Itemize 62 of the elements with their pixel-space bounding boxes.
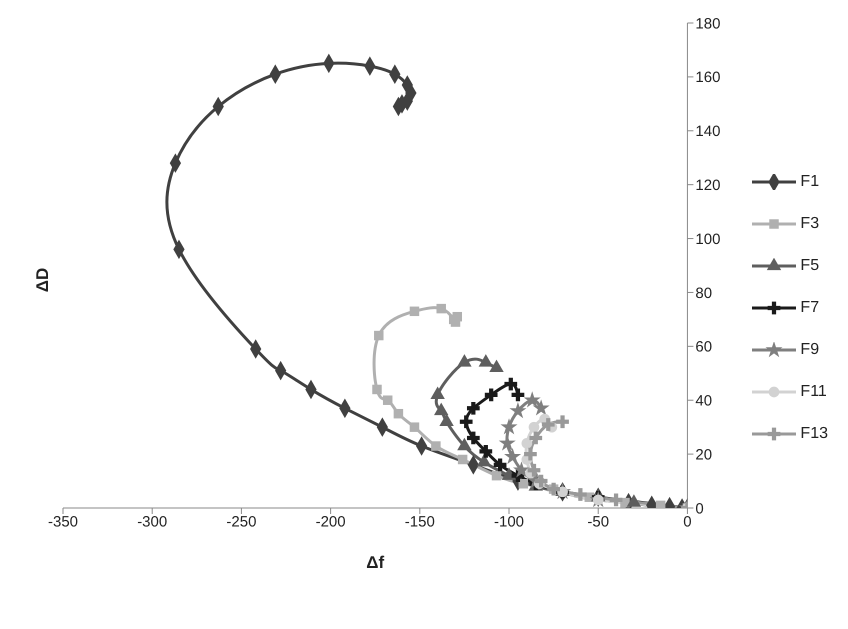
- point: [382, 395, 392, 405]
- point: [528, 422, 540, 433]
- point: [492, 470, 502, 480]
- point: [528, 464, 540, 477]
- point: [466, 432, 480, 444]
- y-tick-label: 80: [695, 284, 712, 302]
- point: [500, 418, 518, 434]
- point: [466, 402, 480, 415]
- point: [479, 445, 492, 458]
- point: [509, 402, 526, 418]
- point: [524, 391, 541, 408]
- x-axis-title: Δf: [366, 553, 384, 572]
- x-tick-label: -150: [404, 514, 435, 531]
- point: [484, 388, 498, 402]
- legend-label: F1: [800, 173, 820, 191]
- y-tick-label: 60: [695, 338, 712, 356]
- point: [504, 378, 518, 390]
- point: [452, 312, 462, 322]
- x-tick-label: -250: [226, 514, 256, 531]
- x-tick-label: 0: [683, 514, 692, 531]
- point: [458, 454, 468, 464]
- point: [518, 479, 528, 488]
- y-tick-label: 0: [695, 500, 704, 518]
- y-tick-label: 160: [695, 69, 720, 86]
- point: [574, 488, 587, 501]
- point: [512, 388, 524, 402]
- y-axis-title: ΔD: [33, 268, 52, 292]
- point: [436, 304, 446, 314]
- point: [542, 418, 555, 431]
- y-tick-label: 100: [695, 230, 720, 248]
- point: [504, 448, 522, 464]
- y-tick-label: 180: [695, 15, 720, 32]
- point: [410, 422, 420, 432]
- legend-label: F5: [800, 257, 820, 275]
- point: [532, 399, 550, 416]
- x-tick-label: -100: [494, 514, 524, 531]
- point: [410, 306, 420, 316]
- point: [529, 432, 542, 444]
- point: [494, 458, 506, 472]
- x-tick-label: -350: [48, 514, 78, 531]
- point: [610, 494, 622, 506]
- legend-label: F13: [800, 425, 828, 443]
- point: [372, 384, 382, 394]
- point: [522, 438, 532, 449]
- legend-label: F3: [800, 215, 820, 233]
- point: [374, 330, 384, 340]
- legend-label: F7: [800, 299, 820, 317]
- point: [556, 415, 569, 428]
- y-tick-label: 140: [695, 123, 720, 140]
- point: [431, 441, 441, 451]
- y-tick-label: 120: [695, 176, 720, 194]
- point: [460, 415, 473, 428]
- x-tick-label: -300: [137, 514, 168, 531]
- point: [394, 408, 404, 418]
- point: [524, 448, 537, 460]
- legend-label: F9: [800, 341, 820, 359]
- y-tick-label: 40: [695, 392, 712, 410]
- legend-label: F11: [800, 383, 827, 401]
- point: [512, 461, 530, 478]
- y-tick-label: 20: [695, 446, 712, 464]
- x-tick-label: -200: [316, 514, 346, 531]
- x-tick-label: -50: [587, 514, 610, 531]
